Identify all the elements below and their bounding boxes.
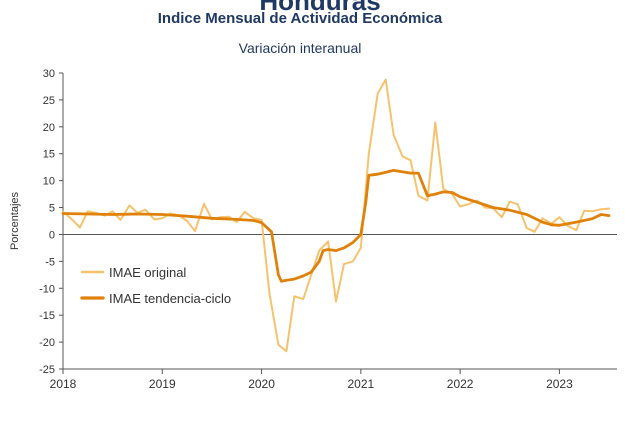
x-tick-label: 2023 xyxy=(546,377,573,391)
x-tick-label: 2019 xyxy=(149,377,176,391)
y-tick-label: 5 xyxy=(49,203,55,215)
legend: IMAE original IMAE tendencia-ciclo xyxy=(80,265,231,306)
y-tick-label: 10 xyxy=(43,176,55,188)
y-tick-label: -5 xyxy=(45,256,55,268)
y-tick-label: 25 xyxy=(43,95,55,107)
y-tick-label: -25 xyxy=(39,364,55,376)
y-axis-label: Porcentajes xyxy=(9,191,21,250)
x-tick-label: 2022 xyxy=(447,377,474,391)
x-tick-label: 2021 xyxy=(347,377,374,391)
x-tick-label: 2018 xyxy=(50,377,77,391)
legend-label-imae-tendencia-ciclo: IMAE tendencia-ciclo xyxy=(109,291,231,306)
y-tick-label: 15 xyxy=(43,149,55,161)
top-title: Honduras xyxy=(259,0,381,16)
series-line-imae-tendencia-ciclo xyxy=(61,169,611,283)
legend-label-imae-original: IMAE original xyxy=(109,265,186,280)
y-tick-label: 30 xyxy=(43,68,55,80)
y-tick-label: 0 xyxy=(49,229,55,241)
series-line-imae-original xyxy=(62,78,611,353)
chart-title: Indice Mensual de Actividad Económica xyxy=(157,10,443,27)
y-tick-label: -15 xyxy=(39,310,55,322)
y-tick-label: -20 xyxy=(39,337,55,349)
y-tick-label: -10 xyxy=(39,283,55,295)
y-tick-label: 20 xyxy=(43,122,55,134)
chart-subtitle: Variación interanual xyxy=(238,40,362,56)
x-tick-label: 2020 xyxy=(248,377,275,391)
series-layer xyxy=(61,78,611,353)
